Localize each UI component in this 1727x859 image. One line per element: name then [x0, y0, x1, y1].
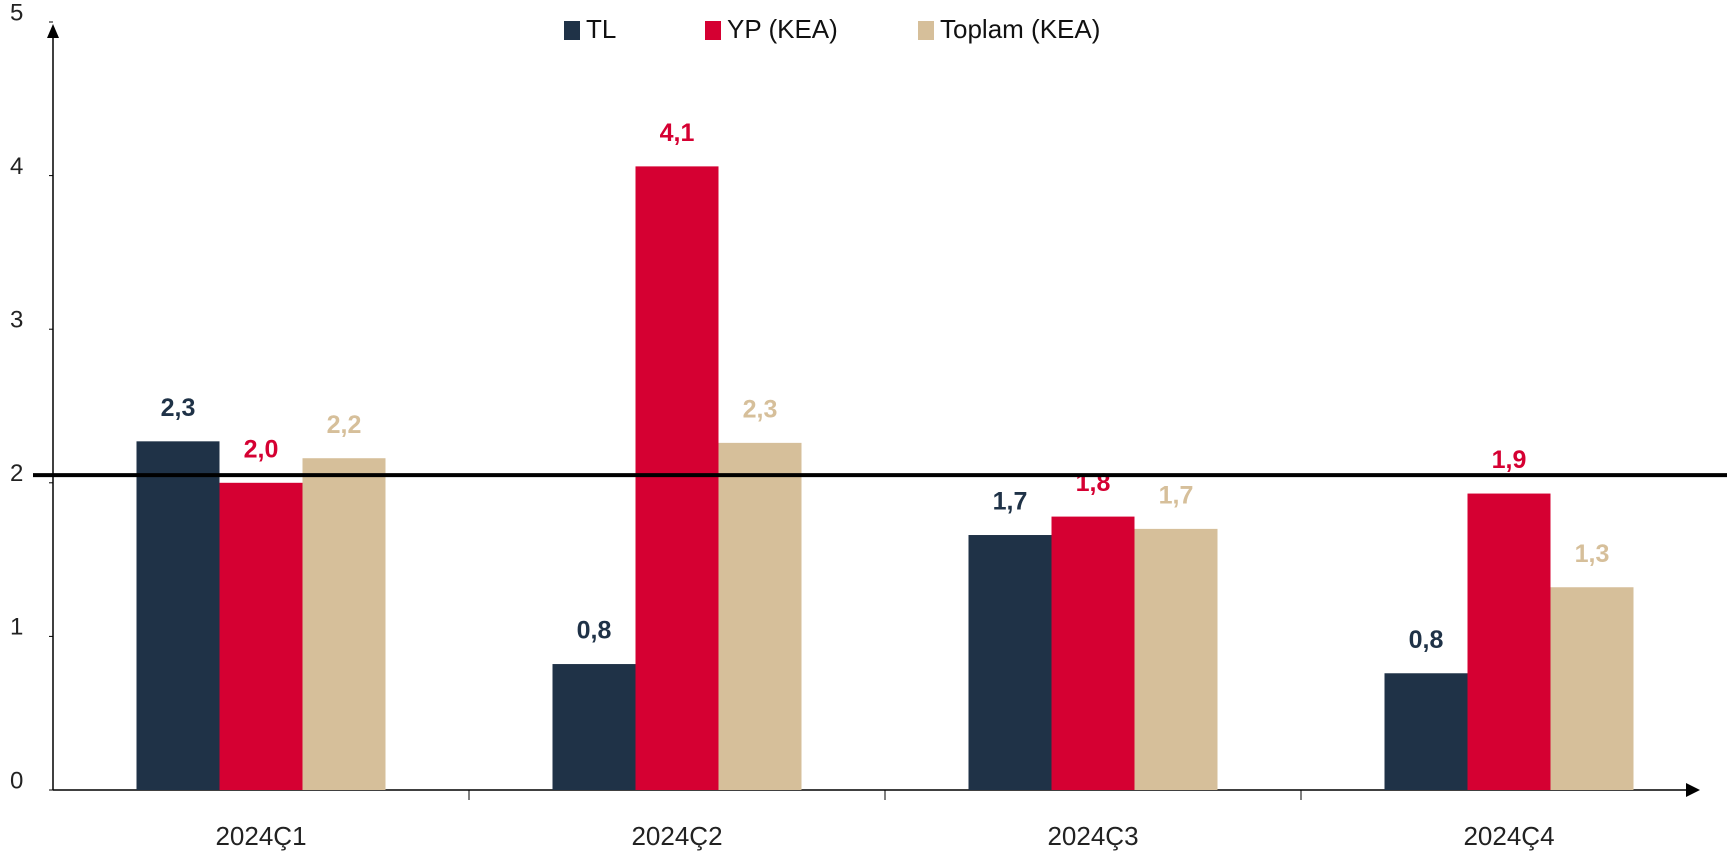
- legend-label: YP (KEA): [727, 14, 838, 44]
- data-label: 1,3: [1575, 540, 1610, 568]
- bar: [1384, 673, 1468, 790]
- data-label: 2,3: [161, 394, 196, 422]
- y-tick-label: 3: [10, 307, 23, 334]
- bar: [552, 664, 636, 790]
- y-tick-label: 0: [10, 767, 23, 794]
- legend-label: Toplam (KEA): [940, 14, 1100, 44]
- bar: [302, 458, 386, 790]
- data-label: 0,8: [577, 617, 612, 645]
- bar: [1051, 516, 1135, 790]
- bar: [1550, 587, 1634, 790]
- data-label: 1,7: [1159, 481, 1194, 509]
- data-label: 4,1: [660, 119, 695, 147]
- bar: [718, 442, 802, 790]
- x-tick-label: 2024Ç2: [631, 821, 722, 851]
- legend-swatch: [564, 21, 580, 40]
- legend-swatch: [705, 21, 721, 40]
- bar: [1134, 528, 1218, 790]
- legend-label: TL: [586, 14, 616, 44]
- legend-swatch: [918, 21, 934, 40]
- x-axis-arrow: [1686, 783, 1700, 797]
- x-tick-label: 2024Ç4: [1463, 821, 1554, 851]
- data-label: 1,7: [993, 488, 1028, 516]
- bar: [219, 482, 303, 790]
- data-label: 1,9: [1492, 446, 1527, 474]
- y-tick-label: 1: [10, 614, 23, 641]
- bar: [968, 535, 1052, 790]
- data-label: 0,8: [1409, 626, 1444, 654]
- y-tick-label: 2: [10, 460, 23, 487]
- bar: [635, 166, 719, 790]
- y-axis-arrow: [47, 24, 59, 38]
- y-tick-label: 5: [10, 0, 23, 26]
- y-tick-label: 4: [10, 153, 23, 180]
- data-label: 2,2: [327, 411, 362, 439]
- x-tick-label: 2024Ç1: [215, 821, 306, 851]
- x-tick-label: 2024Ç3: [1047, 821, 1138, 851]
- data-label: 2,3: [743, 395, 778, 423]
- data-label: 2,0: [244, 435, 279, 463]
- bar: [136, 441, 220, 790]
- bar: [1467, 493, 1551, 790]
